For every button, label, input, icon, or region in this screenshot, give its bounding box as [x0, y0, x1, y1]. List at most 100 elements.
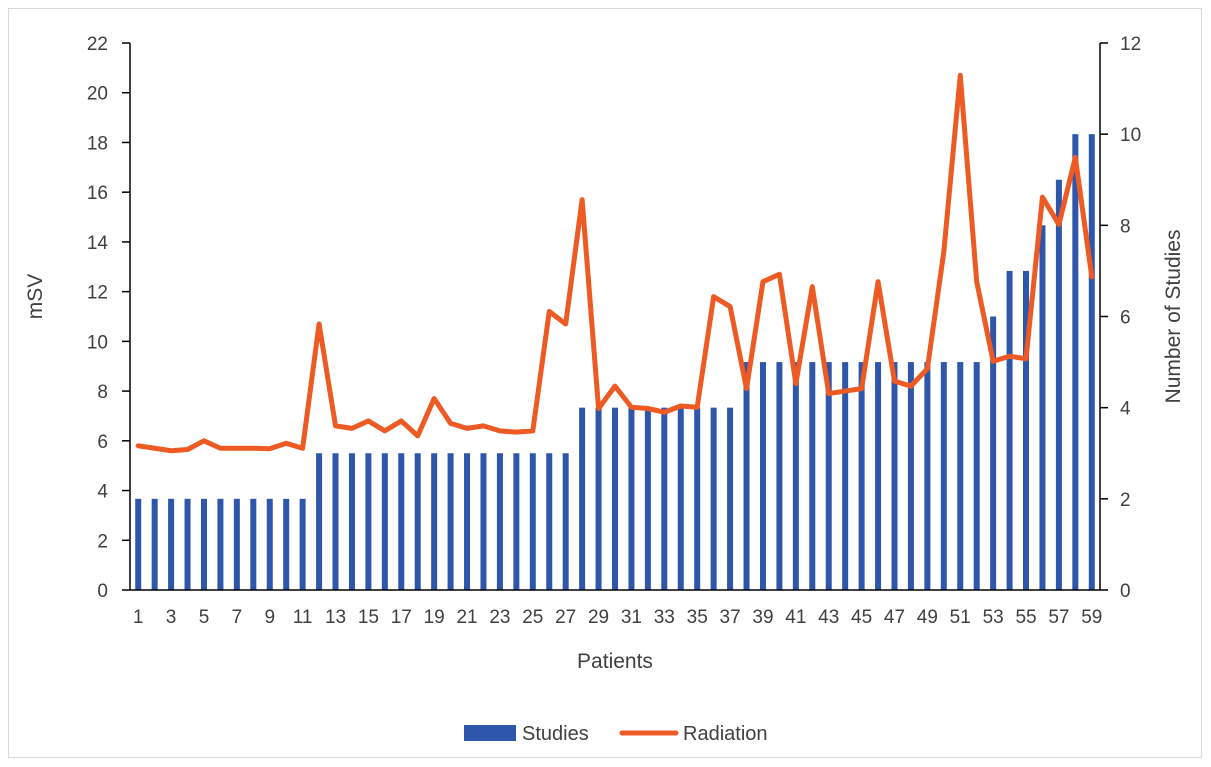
studies-bar — [1039, 225, 1046, 590]
studies-bar — [496, 453, 503, 590]
studies-bar — [661, 407, 668, 590]
studies-bar — [1088, 134, 1095, 591]
studies-bar — [1023, 270, 1030, 590]
studies-bar — [924, 362, 931, 590]
x-tick-label: 19 — [424, 607, 445, 628]
right-tick-label: 6 — [1120, 308, 1131, 329]
legend-studies-label: Studies — [522, 723, 589, 745]
studies-bar — [184, 498, 191, 590]
left-tick-label: 0 — [97, 581, 108, 602]
studies-bar — [727, 407, 734, 590]
studies-bar — [628, 407, 635, 590]
chart-frame — [8, 8, 1202, 758]
legend: Studies Radiation — [464, 723, 768, 745]
studies-bar — [283, 498, 290, 590]
left-tick-label: 16 — [87, 183, 108, 204]
studies-bar — [233, 498, 240, 590]
x-tick-label: 7 — [232, 607, 243, 628]
right-tick-label: 4 — [1120, 399, 1131, 420]
x-tick-label: 13 — [325, 607, 346, 628]
studies-bar — [579, 407, 586, 590]
studies-bar — [792, 362, 799, 590]
studies-bar — [316, 453, 323, 590]
studies-bar — [431, 453, 438, 590]
studies-bar — [644, 407, 651, 590]
x-tick-label: 11 — [293, 607, 313, 628]
studies-bar — [332, 453, 339, 590]
studies-bar — [612, 407, 618, 590]
x-tick-label: 29 — [588, 607, 609, 628]
studies-bar — [842, 362, 849, 590]
studies-bar — [365, 453, 372, 590]
studies-bar — [266, 498, 273, 590]
studies-bar — [200, 498, 207, 590]
studies-bar — [447, 453, 454, 590]
x-tick-label: 39 — [752, 607, 773, 628]
studies-bar — [546, 453, 553, 590]
x-tick-label: 21 — [456, 607, 477, 628]
studies-bar — [710, 407, 717, 590]
x-tick-label: 33 — [654, 607, 675, 628]
studies-bar — [299, 498, 306, 590]
studies-bars — [135, 134, 1095, 591]
x-tick-label: 9 — [264, 607, 275, 628]
studies-bar — [151, 498, 158, 590]
x-tick-label: 17 — [391, 607, 412, 628]
x-tick-label: 49 — [917, 607, 938, 628]
studies-bar — [381, 453, 388, 590]
x-tick-label: 55 — [1015, 607, 1036, 628]
x-tick-label: 1 — [133, 607, 144, 628]
studies-bar — [677, 407, 684, 590]
legend-radiation-label: Radiation — [683, 723, 768, 745]
y-left-axis-title: mSV — [24, 274, 47, 320]
studies-bar — [529, 453, 536, 590]
studies-bar — [891, 362, 898, 590]
studies-bar — [907, 362, 914, 590]
studies-bar — [825, 362, 832, 590]
studies-bar — [1006, 270, 1013, 590]
x-tick-label: 25 — [522, 607, 543, 628]
x-tick-label: 45 — [851, 607, 872, 628]
left-tick-label: 18 — [87, 133, 108, 154]
studies-bar — [973, 362, 980, 590]
studies-bar — [1055, 179, 1062, 590]
studies-bar — [990, 316, 997, 590]
x-tick-label: 51 — [950, 607, 971, 628]
studies-bar — [513, 453, 520, 590]
studies-bar — [694, 407, 701, 590]
studies-bar — [940, 362, 947, 590]
studies-bar — [595, 407, 602, 590]
legend-studies-swatch — [464, 725, 516, 741]
studies-bar — [464, 453, 471, 590]
right-tick-label: 2 — [1120, 490, 1131, 511]
x-tick-label: 5 — [199, 607, 210, 628]
studies-bar — [480, 453, 487, 590]
x-tick-label: 53 — [983, 607, 1004, 628]
left-tick-label: 14 — [87, 233, 109, 254]
studies-bar — [743, 362, 750, 590]
studies-bar — [135, 498, 142, 590]
left-tick-label: 10 — [87, 332, 108, 353]
left-tick-label: 22 — [87, 34, 108, 55]
left-tick-label: 12 — [87, 283, 108, 304]
x-tick-label: 59 — [1081, 607, 1102, 628]
left-tick-label: 6 — [97, 432, 108, 453]
right-tick-label: 10 — [1120, 125, 1141, 146]
left-tick-label: 2 — [97, 531, 108, 552]
studies-bar — [168, 498, 175, 590]
studies-bar — [414, 453, 421, 590]
x-tick-label: 27 — [555, 607, 576, 628]
y-right-axis-title: Number of Studies — [1162, 230, 1185, 404]
radiation-line — [135, 72, 1095, 454]
studies-bar — [875, 362, 882, 590]
studies-bar — [217, 498, 224, 590]
studies-bar — [1072, 134, 1079, 591]
x-tick-label: 3 — [166, 607, 177, 628]
studies-bar — [858, 362, 865, 590]
x-tick-label: 37 — [720, 607, 741, 628]
right-tick-label: 12 — [1120, 34, 1141, 55]
x-axis-title: Patients — [577, 650, 653, 673]
studies-bar — [759, 362, 766, 590]
